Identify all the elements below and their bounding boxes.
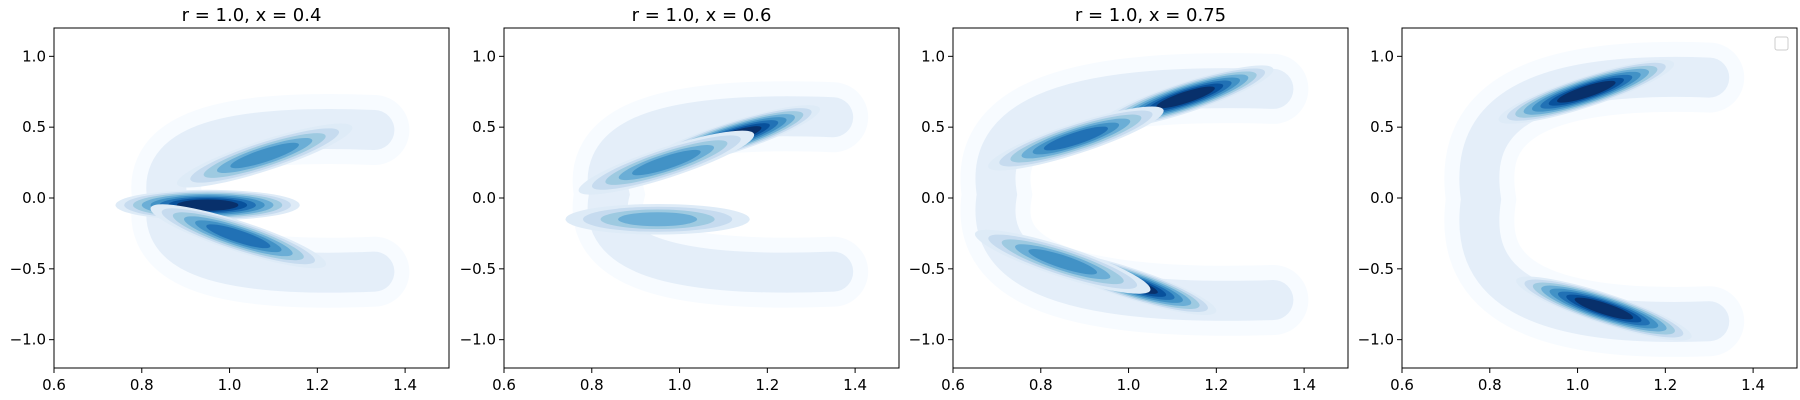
y-tick-label: 1.0: [22, 47, 46, 65]
axis-ticks: 0.6 0.8 1.0 1.2 1.4 1.0 0.5 0.0 −0.5 −1.0: [460, 47, 867, 394]
axis-ticks: 0.6 0.8 1.0 1.2 1.4 1.0 0.5 0.0 −0.5 −1.0: [1358, 47, 1765, 394]
x-tick-label: 1.4: [1292, 376, 1316, 394]
density-contour-level: [1574, 297, 1634, 320]
density-contour-level: [632, 149, 701, 176]
y-tick-label: 1.0: [921, 47, 945, 65]
x-tick-label: 1.2: [1204, 376, 1228, 394]
subplot-title: r = 1.0, x = 0.75: [1075, 5, 1226, 26]
density-contour-level: [1557, 80, 1616, 103]
x-tick-label: 1.2: [305, 376, 329, 394]
subplot-3: 0.6 0.8 1.0 1.2 1.4 1.0 0.5 0.0 −0.5 −1.0 r = 1.0…: [909, 5, 1349, 394]
density-contours: [960, 53, 1309, 336]
density-level-region: [587, 96, 854, 293]
y-tick-label: 0.5: [921, 118, 945, 136]
y-tick-label: 1.0: [472, 47, 496, 65]
y-tick-label: −0.5: [460, 260, 496, 278]
axes-frame: [503, 27, 900, 369]
subplot-4: 0.6 0.8 1.0 1.2 1.4 1.0 0.5 0.0 −0.5 −1.0: [1358, 27, 1798, 394]
density-contour-level: [618, 212, 698, 227]
x-tick-label: 0.6: [941, 376, 965, 394]
x-tick-label: 1.2: [1653, 376, 1677, 394]
y-tick-label: 0.0: [1370, 189, 1394, 207]
density-contours: [565, 81, 869, 308]
density-contours: [115, 94, 410, 308]
subplot-1: 0.6 0.8 1.0 1.2 1.4 1.0 0.5 0.0 −0.5 −1.0 r = 1.0…: [10, 5, 450, 394]
y-tick-label: −0.5: [909, 260, 945, 278]
density-contour-level: [230, 142, 299, 169]
y-tick-label: 0.0: [22, 189, 46, 207]
x-tick-label: 1.4: [843, 376, 867, 394]
y-tick-label: −1.0: [10, 331, 46, 349]
y-tick-label: −0.5: [1358, 260, 1394, 278]
x-tick-label: 0.6: [42, 376, 66, 394]
y-tick-label: −1.0: [1358, 331, 1394, 349]
x-tick-label: 0.8: [130, 376, 154, 394]
x-tick-label: 0.8: [580, 376, 604, 394]
density-contour-level: [1043, 126, 1108, 151]
x-tick-label: 0.8: [1029, 376, 1053, 394]
y-tick-label: −1.0: [460, 331, 496, 349]
x-tick-label: 1.0: [1566, 376, 1590, 394]
axis-ticks: 0.6 0.8 1.0 1.2 1.4 1.0 0.5 0.0 −0.5 −1.0: [10, 47, 417, 394]
subplot-2: 0.6 0.8 1.0 1.2 1.4 1.0 0.5 0.0 −0.5 −1.0 r = 1.0…: [460, 5, 900, 394]
subplot-title: r = 1.0, x = 0.6: [632, 5, 772, 26]
y-tick-label: 0.5: [22, 118, 46, 136]
x-tick-label: 0.6: [1390, 376, 1414, 394]
density-contours: [1444, 41, 1745, 357]
y-tick-label: 0.0: [472, 189, 496, 207]
x-tick-label: 1.0: [668, 376, 692, 394]
x-tick-label: 1.0: [218, 376, 242, 394]
y-tick-label: −0.5: [10, 260, 46, 278]
y-tick-label: 0.5: [1370, 118, 1394, 136]
density-level-region: [975, 68, 1294, 321]
x-tick-label: 0.8: [1478, 376, 1502, 394]
y-tick-label: 0.0: [921, 189, 945, 207]
x-tick-label: 0.6: [492, 376, 516, 394]
x-tick-label: 1.0: [1117, 376, 1141, 394]
density-contour-level: [1028, 249, 1098, 275]
x-tick-label: 1.4: [393, 376, 417, 394]
axis-ticks: 0.6 0.8 1.0 1.2 1.4 1.0 0.5 0.0 −0.5 −1.0: [909, 47, 1316, 394]
density-contour-level: [1156, 86, 1215, 109]
x-tick-label: 1.4: [1741, 376, 1765, 394]
density-contour-level: [206, 224, 271, 249]
density-contour-level: [176, 199, 239, 211]
x-tick-label: 1.2: [755, 376, 779, 394]
empty-legend-box: [1774, 36, 1789, 51]
subplot-title: r = 1.0, x = 0.4: [182, 5, 322, 26]
y-tick-label: 0.5: [472, 118, 496, 136]
y-tick-label: −1.0: [909, 331, 945, 349]
y-tick-label: 1.0: [1370, 47, 1394, 65]
